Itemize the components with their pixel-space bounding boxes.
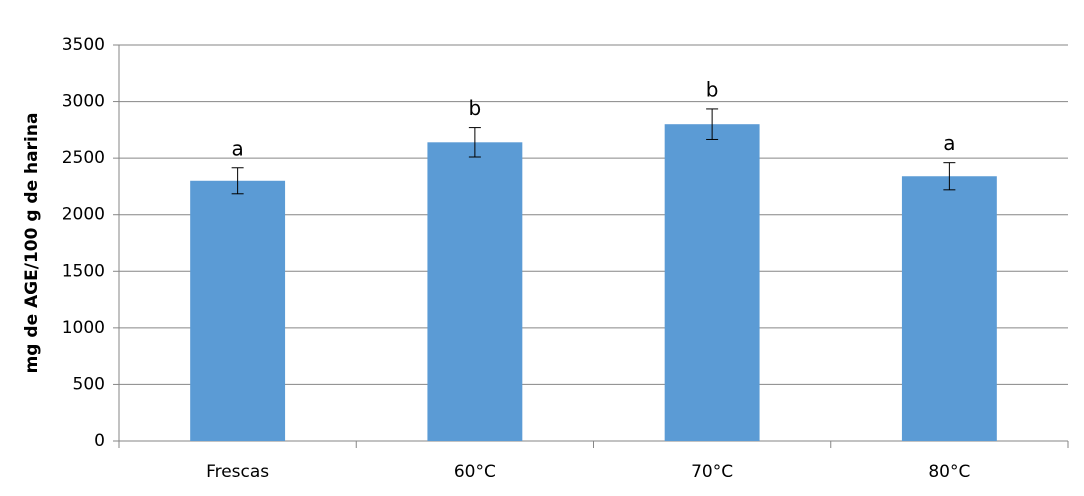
y-tick-label: 0: [94, 431, 105, 451]
y-tick-label: 1500: [62, 261, 105, 281]
bar: [901, 176, 997, 441]
significance-letter: a: [231, 136, 243, 160]
bar: [427, 142, 523, 441]
bar: [664, 124, 760, 441]
bar: [190, 180, 286, 441]
y-tick-label: 500: [73, 374, 105, 394]
x-tick-label: 60°C: [454, 462, 496, 482]
y-tick-label: 3000: [62, 92, 105, 112]
significance-letter: b: [469, 96, 482, 120]
y-tick-label: 1000: [62, 318, 105, 338]
y-tick-label: 2500: [62, 148, 105, 168]
x-tick-label: 70°C: [691, 462, 733, 482]
x-tick-label: 80°C: [928, 462, 970, 482]
y-tick-label: 3500: [62, 35, 105, 55]
y-axis-title: mg de AGE/100 g de harina: [22, 113, 42, 374]
x-tick-label: Frescas: [206, 462, 269, 482]
significance-letter: b: [706, 77, 719, 101]
significance-letter: a: [943, 131, 955, 155]
y-tick-label: 2000: [62, 205, 105, 225]
